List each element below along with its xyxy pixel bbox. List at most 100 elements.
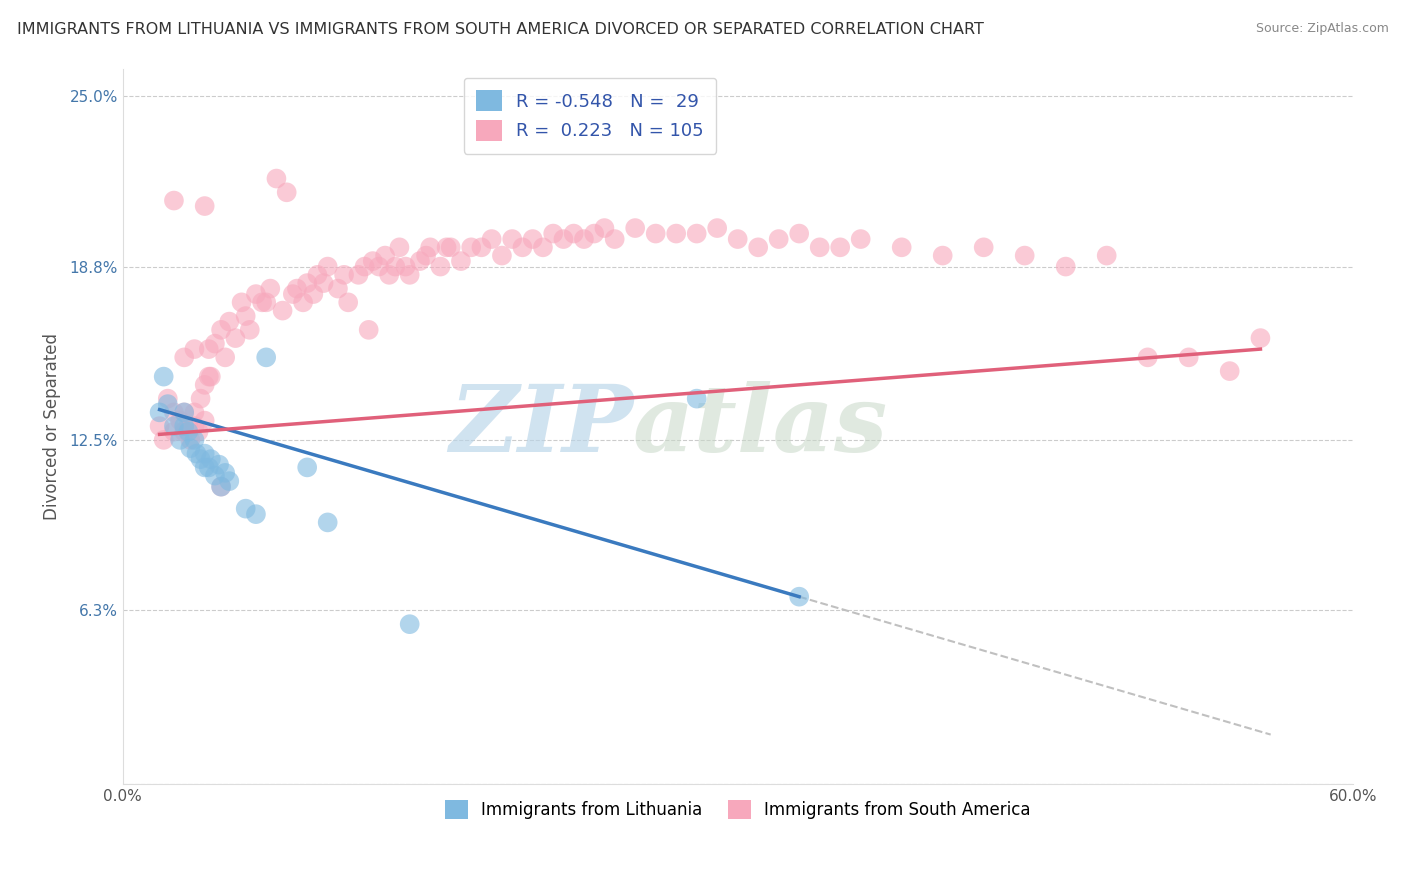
Point [378, 268, 401, 282]
Point [973, 240, 995, 254]
Point [394, 260, 416, 274]
Point [197, 460, 219, 475]
Point [572, 232, 595, 246]
Point [295, 276, 318, 290]
Text: atlas: atlas [633, 381, 889, 471]
Point [149, 405, 172, 419]
Point [361, 254, 384, 268]
Point [624, 221, 647, 235]
Point [481, 232, 503, 246]
Point [179, 441, 201, 455]
Point [281, 287, 304, 301]
Point [541, 227, 564, 241]
Point [214, 466, 236, 480]
Point [368, 260, 391, 274]
Point [183, 405, 205, 419]
Point [259, 282, 281, 296]
Point [1136, 351, 1159, 365]
Point [890, 240, 912, 254]
Point [295, 460, 318, 475]
Point [347, 268, 370, 282]
Point [768, 232, 790, 246]
Point [450, 254, 472, 268]
Point [491, 249, 513, 263]
Point [190, 392, 212, 406]
Point [337, 295, 360, 310]
Point [1249, 331, 1271, 345]
Legend: Immigrants from Lithuania, Immigrants from South America: Immigrants from Lithuania, Immigrants fr… [439, 793, 1038, 825]
Point [209, 480, 232, 494]
Point [686, 227, 709, 241]
Point [169, 414, 191, 428]
Point [512, 240, 534, 254]
Point [245, 287, 267, 301]
Point [173, 351, 195, 365]
Point [686, 392, 709, 406]
Point [292, 295, 315, 310]
Point [163, 405, 186, 419]
Point [440, 240, 463, 254]
Point [152, 369, 174, 384]
Point [194, 460, 217, 475]
Point [163, 194, 186, 208]
Point [163, 419, 186, 434]
Point [156, 392, 179, 406]
Point [235, 501, 257, 516]
Y-axis label: Divorced or Separated: Divorced or Separated [44, 333, 60, 520]
Point [357, 323, 380, 337]
Point [603, 232, 626, 246]
Point [747, 240, 769, 254]
Point [235, 309, 257, 323]
Point [307, 268, 329, 282]
Point [316, 516, 339, 530]
Point [183, 433, 205, 447]
Point [254, 351, 277, 365]
Point [326, 282, 349, 296]
Point [250, 295, 273, 310]
Point [187, 425, 209, 439]
Point [583, 227, 606, 241]
Text: Source: ZipAtlas.com: Source: ZipAtlas.com [1256, 22, 1389, 36]
Point [177, 419, 200, 434]
Point [931, 249, 953, 263]
Point [429, 260, 451, 274]
Point [333, 268, 356, 282]
Point [1095, 249, 1118, 263]
Point [209, 480, 232, 494]
Point [173, 405, 195, 419]
Point [388, 240, 411, 254]
Point [316, 260, 339, 274]
Point [149, 419, 172, 434]
Point [1054, 260, 1077, 274]
Point [190, 452, 212, 467]
Point [276, 186, 298, 200]
Point [214, 351, 236, 365]
Point [204, 468, 226, 483]
Point [208, 458, 231, 472]
Point [522, 232, 544, 246]
Point [173, 425, 195, 439]
Point [163, 425, 186, 439]
Point [156, 397, 179, 411]
Point [553, 232, 575, 246]
Point [384, 260, 406, 274]
Point [266, 171, 288, 186]
Point [460, 240, 482, 254]
Point [312, 276, 335, 290]
Point [204, 336, 226, 351]
Point [374, 249, 396, 263]
Point [644, 227, 666, 241]
Point [562, 227, 585, 241]
Point [209, 323, 232, 337]
Point [218, 315, 240, 329]
Point [415, 249, 437, 263]
Point [1014, 249, 1036, 263]
Point [197, 369, 219, 384]
Point [224, 331, 246, 345]
Point [787, 227, 810, 241]
Point [173, 419, 195, 434]
Point [183, 419, 205, 434]
Point [194, 199, 217, 213]
Point [531, 240, 554, 254]
Text: ZIP: ZIP [449, 381, 633, 471]
